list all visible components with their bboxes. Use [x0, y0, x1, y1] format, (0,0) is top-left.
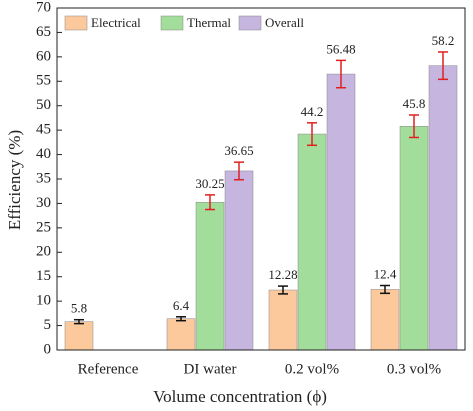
x-axis-title: Volume concentration (ϕ): [153, 387, 327, 406]
value-label: 5.8: [71, 301, 87, 316]
value-label: 44.2: [301, 104, 324, 119]
x-tick-label: 0.3 vol%: [387, 361, 441, 377]
legend-swatch: [64, 15, 88, 31]
bar: [224, 170, 254, 351]
x-tick-label: DI water: [184, 361, 237, 377]
y-tick-label: 20: [36, 244, 51, 260]
value-label: 36.65: [224, 143, 253, 158]
bar: [370, 289, 400, 351]
error-bar: [74, 318, 84, 325]
legend-label: Overall: [265, 15, 304, 30]
value-label: 58.2: [432, 33, 455, 48]
bar: [166, 318, 196, 351]
legend-label: Electrical: [91, 15, 141, 30]
error-bar: [438, 51, 448, 81]
value-label: 45.8: [403, 96, 426, 111]
y-tick-label: 45: [36, 122, 51, 138]
value-label: 12.28: [268, 267, 297, 282]
bar: [326, 73, 356, 351]
y-tick-label: 70: [36, 0, 51, 15]
legend-label: Thermal: [187, 15, 231, 30]
y-tick-label: 60: [36, 48, 51, 64]
legend-swatch: [238, 15, 262, 31]
y-tick-label: 5: [44, 317, 52, 333]
y-tick-label: 0: [44, 341, 52, 357]
y-tick-label: 15: [36, 268, 51, 284]
y-tick-label: 10: [36, 293, 51, 309]
error-bar: [278, 285, 288, 295]
y-tick-label: 55: [36, 73, 51, 89]
error-bar: [409, 114, 419, 139]
x-tick-label: Reference: [78, 361, 139, 377]
y-tick-label: 25: [36, 219, 51, 235]
bar: [428, 65, 458, 351]
y-tick-label: 50: [36, 97, 51, 113]
y-tick-label: 30: [36, 195, 51, 211]
value-label: 12.4: [374, 266, 397, 281]
error-bar: [380, 284, 390, 295]
value-label: 6.4: [173, 298, 190, 313]
y-tick-label: 35: [36, 170, 51, 186]
value-label: 30.25: [195, 176, 224, 191]
y-tick-label: 40: [36, 146, 51, 162]
x-tick-label: 0.2 vol%: [285, 361, 339, 377]
bar: [195, 201, 225, 351]
error-bar: [336, 59, 346, 89]
bar: [297, 133, 327, 351]
error-bar: [205, 194, 215, 211]
error-bar: [176, 316, 186, 322]
bar: [399, 125, 429, 351]
error-bar: [234, 161, 244, 181]
plot-frame: [56, 7, 466, 351]
y-tick-label: 65: [36, 24, 51, 40]
legend-swatch: [160, 15, 184, 31]
bar: [64, 321, 94, 351]
value-label: 56.48: [326, 41, 355, 56]
y-axis-title: Efficiency (%): [5, 130, 24, 230]
bar: [268, 289, 298, 351]
error-bar: [307, 122, 317, 147]
